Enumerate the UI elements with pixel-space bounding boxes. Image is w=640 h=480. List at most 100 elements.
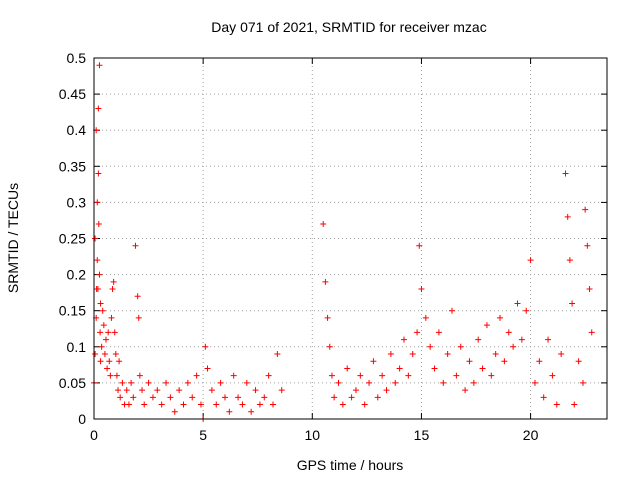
data-point: [141, 401, 148, 408]
data-point: [278, 387, 285, 394]
data-point: [92, 351, 99, 358]
data-point: [217, 379, 224, 386]
data-point: [531, 379, 538, 386]
data-point: [370, 358, 377, 365]
data-point: [256, 401, 263, 408]
data-point: [379, 372, 386, 379]
data-point: [374, 394, 381, 401]
data-point: [435, 329, 442, 336]
data-point: [132, 242, 139, 249]
data-point: [96, 62, 103, 69]
data-point: [586, 286, 593, 293]
data-point: [405, 372, 412, 379]
data-point: [135, 314, 142, 321]
data-point: [396, 365, 403, 372]
data-point: [466, 358, 473, 365]
x-tick-label: 0: [90, 427, 98, 443]
data-point: [189, 394, 196, 401]
data-point: [239, 401, 246, 408]
data-point: [92, 235, 99, 242]
data-point: [99, 307, 106, 314]
data-point: [230, 372, 237, 379]
data-point: [475, 336, 482, 343]
y-tick-label: 0.25: [59, 231, 86, 247]
data-point: [523, 307, 530, 314]
data-point: [261, 394, 268, 401]
data-point: [483, 322, 490, 329]
data-point: [123, 387, 130, 394]
y-tick-label: 0.3: [67, 194, 87, 210]
data-point: [171, 408, 178, 415]
data-point: [392, 379, 399, 386]
data-point: [111, 329, 118, 336]
y-tick-label: 0.2: [67, 267, 87, 283]
data-point: [422, 314, 429, 321]
data-point: [101, 351, 108, 358]
data-point: [569, 300, 576, 307]
data-point: [130, 394, 137, 401]
data-point: [361, 401, 368, 408]
data-point: [453, 372, 460, 379]
y-tick-label: 0.45: [59, 86, 86, 102]
data-point: [125, 401, 132, 408]
data-point: [112, 351, 119, 358]
data-point: [221, 394, 228, 401]
y-tick-label: 0.15: [59, 303, 86, 319]
plot-frame: [93, 57, 608, 420]
data-point: [274, 351, 281, 358]
data-point: [95, 170, 102, 177]
data-point: [366, 379, 373, 386]
data-point: [95, 105, 102, 112]
grid: [94, 58, 607, 419]
data-point: [104, 365, 111, 372]
data-point: [510, 343, 517, 350]
data-point: [197, 401, 204, 408]
data-point: [145, 379, 152, 386]
data-point: [339, 401, 346, 408]
chart-title: Day 071 of 2021, SRMTID for receiver mza…: [211, 19, 486, 35]
data-point: [409, 351, 416, 358]
data-point: [562, 170, 569, 177]
data-point: [540, 394, 547, 401]
data-point: [357, 372, 364, 379]
data-point: [488, 372, 495, 379]
data-point: [387, 351, 394, 358]
data-point: [497, 314, 504, 321]
data-point: [154, 387, 161, 394]
data-point: [109, 286, 116, 293]
data-point: [107, 372, 114, 379]
data-point: [202, 343, 209, 350]
data-point: [184, 379, 191, 386]
data-point: [134, 293, 141, 300]
data-point: [320, 221, 327, 228]
y-tick-label: 0: [78, 411, 86, 427]
data-point: [96, 271, 103, 278]
data-point: [105, 329, 112, 336]
data-point: [558, 351, 565, 358]
data-point: [252, 387, 259, 394]
x-tick-label: 20: [523, 427, 539, 443]
data-point: [582, 206, 589, 213]
data-point: [579, 379, 586, 386]
data-point: [270, 401, 277, 408]
data-point: [94, 286, 101, 293]
data-point: [193, 372, 200, 379]
data-point: [243, 379, 250, 386]
data-point: [383, 387, 390, 394]
data-point: [97, 329, 104, 336]
y-axis-label: SRMTID / TECUs: [5, 183, 21, 293]
data-points: [91, 62, 595, 422]
data-point: [470, 379, 477, 386]
data-point: [176, 387, 183, 394]
data-point: [462, 387, 469, 394]
data-point: [110, 278, 117, 285]
data-point: [204, 365, 211, 372]
x-axis-label: GPS time / hours: [297, 457, 404, 473]
data-point: [335, 379, 342, 386]
y-tick-label: 0.35: [59, 158, 86, 174]
data-point: [514, 300, 521, 307]
data-point: [505, 329, 512, 336]
data-point: [501, 358, 508, 365]
data-point: [180, 401, 187, 408]
